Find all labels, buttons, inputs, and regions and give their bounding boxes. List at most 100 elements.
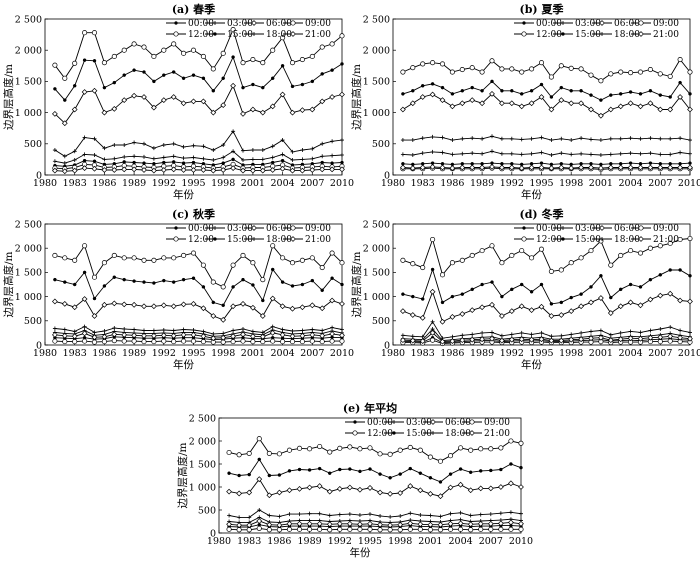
data-point: [101, 109, 108, 116]
data-point: [226, 526, 232, 532]
data-point: [309, 302, 316, 309]
legend-label: 06:00: [445, 418, 471, 428]
data-point: [63, 280, 67, 284]
x-tick-label: 1992: [152, 348, 176, 359]
data-point: [319, 305, 326, 312]
data-point: [658, 327, 663, 332]
data-point: [226, 521, 232, 528]
data-point: [588, 106, 594, 113]
data-point: [667, 290, 674, 297]
data-point: [299, 107, 306, 113]
data-point: [500, 89, 504, 93]
x-tick-label: 1992: [500, 348, 524, 359]
x-tick-label: 2007: [648, 178, 672, 189]
data-point: [469, 419, 475, 425]
data-point: [470, 85, 474, 90]
data-point: [559, 85, 564, 90]
data-point: [618, 287, 623, 292]
data-point: [519, 152, 524, 157]
data-point: [339, 332, 345, 339]
data-point: [479, 69, 485, 75]
data-point: [558, 164, 565, 171]
series-2100: [52, 165, 345, 175]
x-tick-label: 1998: [211, 178, 235, 189]
data-point: [450, 138, 455, 143]
data-point: [489, 335, 495, 342]
data-point: [240, 252, 246, 259]
data-point: [599, 20, 605, 26]
data-point: [522, 226, 526, 230]
data-point: [92, 59, 97, 63]
data-point: [407, 526, 413, 532]
y-tick-label: 1 000: [363, 292, 390, 303]
data-point: [306, 484, 313, 491]
data-point: [648, 277, 653, 282]
data-point: [450, 152, 455, 157]
data-point: [548, 337, 555, 344]
data-point: [648, 161, 653, 165]
data-point: [191, 73, 196, 77]
data-point: [549, 138, 554, 143]
data-point: [519, 69, 525, 75]
x-tick-label: 1989: [122, 348, 146, 359]
data-point: [132, 140, 137, 145]
x-tick-label: 1989: [470, 348, 494, 359]
data-point: [647, 296, 654, 303]
data-point: [277, 514, 282, 519]
data-point: [667, 333, 674, 340]
data-point: [329, 338, 335, 344]
data-point: [518, 526, 524, 532]
data-point: [538, 94, 545, 100]
data-point: [240, 110, 246, 117]
series-2100: [52, 330, 345, 342]
series-2100: [226, 518, 524, 529]
data-point: [478, 526, 484, 532]
legend-label: 21:00: [484, 429, 510, 439]
data-point: [181, 50, 187, 56]
data-point: [489, 58, 495, 64]
data-point: [618, 330, 623, 335]
data-point: [296, 485, 303, 492]
data-point: [131, 332, 137, 339]
data-point: [191, 160, 196, 165]
data-point: [548, 313, 555, 319]
data-point: [600, 237, 604, 241]
data-point: [151, 339, 157, 345]
data-point: [142, 70, 146, 74]
data-point: [598, 328, 603, 333]
data-point: [449, 314, 456, 320]
data-point: [549, 153, 554, 158]
data-point: [61, 120, 68, 127]
data-point: [309, 331, 316, 338]
data-point: [419, 338, 426, 345]
data-point: [509, 151, 514, 156]
data-point: [173, 236, 179, 242]
data-point: [270, 76, 275, 81]
data-point: [213, 32, 217, 36]
data-point: [330, 161, 334, 165]
data-point: [419, 94, 426, 100]
data-point: [687, 235, 693, 242]
data-point: [52, 62, 58, 68]
data-point: [170, 332, 177, 339]
series-line: [402, 166, 690, 169]
data-point: [499, 333, 504, 338]
data-point: [132, 160, 136, 165]
data-point: [539, 161, 544, 165]
data-point: [270, 324, 275, 329]
panel-title: (e) 年平均: [343, 401, 397, 415]
data-point: [327, 527, 333, 533]
series-1800: [400, 149, 692, 158]
data-point: [160, 167, 167, 173]
data-point: [417, 521, 424, 528]
data-point: [459, 311, 466, 317]
legend-label: 03:00: [575, 19, 601, 29]
series-line: [54, 150, 343, 164]
data-point: [200, 305, 207, 312]
data-point: [191, 276, 196, 280]
data-point: [190, 98, 197, 105]
data-point: [449, 69, 455, 75]
data-point: [210, 66, 216, 72]
data-point: [367, 526, 373, 532]
data-point: [518, 165, 525, 172]
